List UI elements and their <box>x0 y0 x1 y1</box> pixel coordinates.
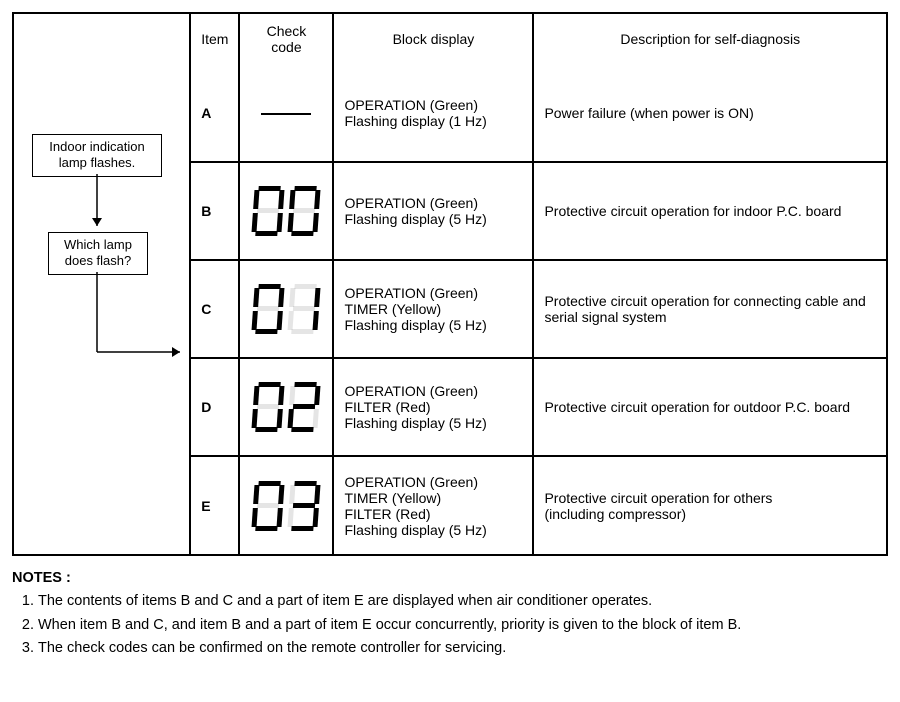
seven-segment-display <box>253 481 319 531</box>
cell-block-display: OPERATION (Green)Flashing display (5 Hz) <box>333 162 533 260</box>
table-row: D OPERATION (Green)FILTER (Red)Flashing d… <box>190 358 886 456</box>
flow-box-indication: Indoor indication lamp flashes. <box>32 134 162 177</box>
cell-item: A <box>190 64 239 162</box>
cell-block-display: OPERATION (Green)FILTER (Red)Flashing di… <box>333 358 533 456</box>
cell-description: Protective circuit operation for others(… <box>533 456 886 554</box>
col-header-block: Block display <box>333 14 533 64</box>
cell-check-code <box>239 162 333 260</box>
table-row: B OPERATION (Green)Flashing display (5 Hz… <box>190 162 886 260</box>
cell-description: Power failure (when power is ON) <box>533 64 886 162</box>
table-body: A OPERATION (Green)Flashing display (1 Hz… <box>190 64 886 554</box>
table-row: C OPERATION (Green)TIMER (Yellow)Flashing… <box>190 260 886 358</box>
seven-segment-display <box>253 186 319 236</box>
cell-item: B <box>190 162 239 260</box>
cell-item: D <box>190 358 239 456</box>
notes-item: The contents of items B and C and a part… <box>38 592 888 612</box>
cell-check-code <box>239 456 333 554</box>
col-header-code: Checkcode <box>239 14 333 64</box>
diagnosis-table: Item Checkcode Block display Description… <box>189 14 886 554</box>
diagnosis-panel: Indoor indication lamp flashes. Which la… <box>12 12 888 556</box>
seven-segment-display <box>253 382 319 432</box>
cell-item: C <box>190 260 239 358</box>
cell-check-code <box>239 358 333 456</box>
cell-block-display: OPERATION (Green)TIMER (Yellow)FILTER (R… <box>333 456 533 554</box>
notes-item: When item B and C, and item B and a part… <box>38 616 888 636</box>
table-header-row: Item Checkcode Block display Description… <box>190 14 886 64</box>
col-header-item: Item <box>190 14 239 64</box>
flowchart-column: Indoor indication lamp flashes. Which la… <box>14 14 189 554</box>
table-row: E OPERATION (Green)TIMER (Yellow)FILTER (… <box>190 456 886 554</box>
cell-check-code <box>239 260 333 358</box>
cell-block-display: OPERATION (Green)Flashing display (1 Hz) <box>333 64 533 162</box>
notes-title: NOTES : <box>12 570 888 586</box>
table-row: A OPERATION (Green)Flashing display (1 Hz… <box>190 64 886 162</box>
col-header-code-text: Checkcode <box>267 23 307 55</box>
notes-item: The check codes can be confirmed on the … <box>38 639 888 659</box>
cell-description: Protective circuit operation for indoor … <box>533 162 886 260</box>
dash-icon <box>261 113 311 115</box>
flow-connectors <box>14 14 190 554</box>
cell-description: Protective circuit operation for connect… <box>533 260 886 358</box>
cell-check-code <box>239 64 333 162</box>
flow-box-question: Which lamp does flash? <box>48 232 148 275</box>
cell-block-display: OPERATION (Green)TIMER (Yellow)Flashing … <box>333 260 533 358</box>
notes-section: NOTES : The contents of items B and C an… <box>12 570 888 659</box>
notes-list: The contents of items B and C and a part… <box>16 592 888 659</box>
seven-segment-display <box>253 284 319 334</box>
cell-item: E <box>190 456 239 554</box>
cell-description: Protective circuit operation for outdoor… <box>533 358 886 456</box>
col-header-desc: Description for self-diagnosis <box>533 14 886 64</box>
